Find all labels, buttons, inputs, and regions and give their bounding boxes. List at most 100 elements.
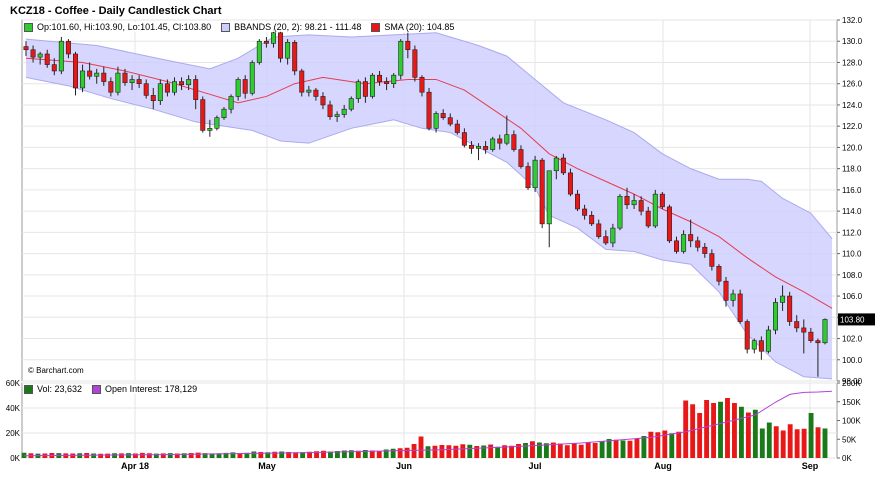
candle-body [440, 113, 446, 118]
candle-body [108, 81, 114, 93]
candle [355, 79, 361, 103]
y-tick-label: 118.0 [842, 165, 862, 174]
y-tick-label: 132.0 [842, 16, 863, 25]
volume-bar [745, 412, 751, 458]
volume-bar [321, 450, 326, 458]
candle-body [801, 327, 807, 333]
volume-left-tick-label: 0K [10, 454, 20, 463]
volume-bar [133, 453, 138, 458]
candle [603, 230, 609, 246]
candle-body [285, 41, 291, 59]
candle-body [37, 53, 43, 58]
open-interest-line [23, 390, 832, 457]
candle [780, 285, 786, 311]
candle-body [412, 49, 418, 78]
candle-body [143, 83, 149, 96]
candle [504, 115, 510, 146]
volume-bar [160, 453, 166, 458]
candle [440, 109, 446, 120]
candle-body [164, 83, 170, 93]
volume-bar [376, 451, 382, 458]
volume-bar [718, 401, 723, 458]
candle-body [249, 62, 255, 94]
volume-bar [634, 438, 640, 458]
candle [327, 100, 333, 120]
candle [553, 155, 559, 180]
volume-bar [334, 451, 340, 458]
candle-body [101, 72, 107, 82]
candle [207, 119, 213, 137]
candle-body [702, 246, 708, 254]
x-tick-label: Jun [396, 461, 412, 471]
candle-body [263, 40, 269, 44]
volume-bar [780, 430, 786, 458]
x-tick-label: Sep [802, 461, 819, 471]
candle [447, 113, 453, 127]
volume-bar [230, 452, 236, 458]
candle [454, 119, 460, 135]
candle [37, 51, 43, 65]
sma-swatch [371, 22, 381, 32]
y-tick-label: 124.0 [842, 101, 863, 110]
y-tick-label: 112.0 [842, 228, 862, 237]
bollinger-upper-line [25, 32, 833, 240]
bbands-swatch [221, 22, 231, 32]
volume-bar [711, 403, 716, 458]
candle-body [688, 234, 694, 242]
candle-body [398, 40, 404, 76]
candle [30, 45, 36, 63]
candle-body [179, 81, 185, 86]
candle-body [589, 215, 595, 225]
candle-body [532, 159, 538, 189]
candle [695, 236, 701, 252]
candle [638, 196, 644, 216]
volume-bar [564, 445, 570, 458]
candle [490, 136, 496, 152]
candle-body [23, 46, 29, 51]
volume-bar [530, 441, 535, 458]
volume-bar [174, 453, 180, 458]
volume-bar [355, 450, 361, 458]
volume-bar [397, 448, 403, 458]
candle [596, 219, 602, 239]
candle [115, 66, 121, 96]
ohlc-legend-text: Op:101.60, Hi:103.90, Lo:101.45, Cl:103.… [37, 22, 212, 32]
y-tick-label: 110.0 [842, 250, 862, 259]
volume-bar [98, 453, 104, 458]
volume-bar [307, 451, 313, 458]
candle [256, 39, 262, 65]
volume-bar [794, 429, 800, 458]
candle-body [518, 149, 524, 167]
volume-bar [362, 450, 368, 458]
candle-body [73, 53, 78, 89]
candle [320, 92, 326, 110]
volume-bar [620, 440, 626, 458]
candle [122, 68, 128, 86]
candle-body [334, 114, 340, 117]
x-tick-label: Aug [654, 461, 672, 471]
candle [369, 73, 375, 99]
volume-bar [209, 453, 215, 458]
candle [221, 107, 227, 120]
candle [419, 75, 425, 97]
volume-bar [425, 446, 431, 458]
candle-body [136, 79, 142, 85]
candle-body [744, 321, 750, 350]
candle [426, 87, 432, 131]
candle-body [51, 64, 57, 72]
candle [787, 291, 793, 326]
candle-body [617, 195, 623, 229]
candle [773, 298, 778, 335]
candle-body [751, 340, 757, 350]
barchart-credit: © Barchart.com [28, 366, 84, 375]
volume-bar [286, 452, 292, 458]
last-price-label: 103.80 [840, 315, 865, 324]
candle-body [341, 108, 347, 115]
volume-bar [669, 433, 675, 458]
volume-bar [300, 452, 306, 458]
volume-bar [606, 439, 612, 458]
candle [497, 134, 503, 150]
candle-body [454, 123, 460, 133]
candle-body [313, 89, 319, 97]
volume-bar [404, 447, 410, 458]
